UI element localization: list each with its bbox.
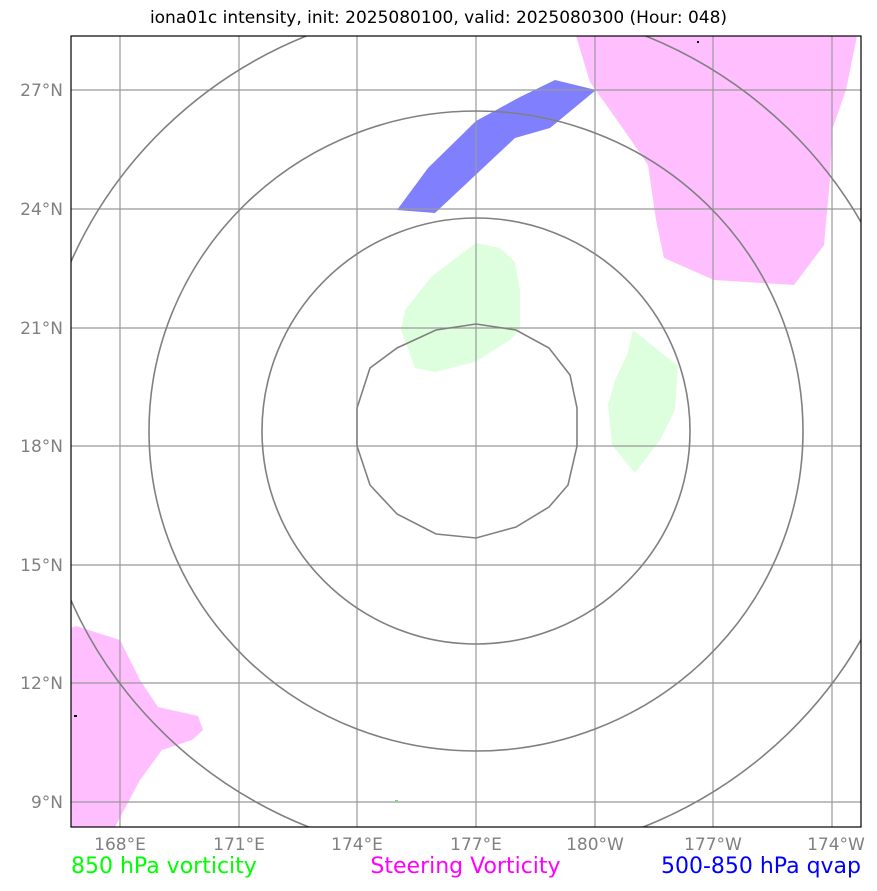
legend-850-vorticity: 850 hPa vorticity — [71, 854, 257, 879]
lat-label: 18°N — [20, 437, 63, 457]
legend-qvap: 500-850 hPa qvap — [660, 854, 861, 879]
vorticity-region-central — [401, 243, 520, 372]
lat-label: 15°N — [20, 556, 63, 576]
lat-label: 21°N — [20, 319, 63, 339]
lat-label: 24°N — [20, 200, 63, 220]
lon-label: 174°W — [807, 835, 865, 855]
range-ring-2 — [261, 217, 691, 645]
steering-vorticity-region-sw — [71, 626, 203, 827]
lon-label: 177°E — [450, 835, 502, 855]
lat-label: 12°N — [20, 674, 63, 694]
vorticity-region-east — [608, 330, 678, 473]
lat-labels: 27°N 24°N 21°N 18°N 15°N 12°N 9°N — [20, 81, 63, 813]
map-layers — [71, 36, 861, 827]
lon-labels: 168°E 171°E 174°E 177°E 180°W 177°W 174°… — [94, 835, 865, 855]
range-rings — [71, 36, 861, 827]
lon-label: 174°E — [331, 835, 383, 855]
lat-label: 27°N — [20, 81, 63, 101]
map-frame — [70, 35, 862, 828]
lon-label: 168°E — [94, 835, 146, 855]
map-title: iona01c intensity, init: 2025080100, val… — [149, 8, 728, 28]
lon-label: 171°E — [213, 835, 265, 855]
lat-label: 9°N — [31, 793, 63, 813]
range-ring-3 — [148, 110, 804, 752]
range-ring-1 — [356, 323, 578, 539]
data-speck-w — [74, 715, 77, 717]
vorticity-speck — [395, 800, 398, 802]
qvap-region — [397, 80, 596, 213]
lon-label: 180°W — [566, 835, 624, 855]
lon-label: 177°W — [684, 835, 742, 855]
steering-vorticity-region-ne — [576, 36, 857, 285]
legend-steering-vorticity: Steering Vorticity — [370, 854, 561, 879]
data-speck-ne — [697, 41, 699, 43]
